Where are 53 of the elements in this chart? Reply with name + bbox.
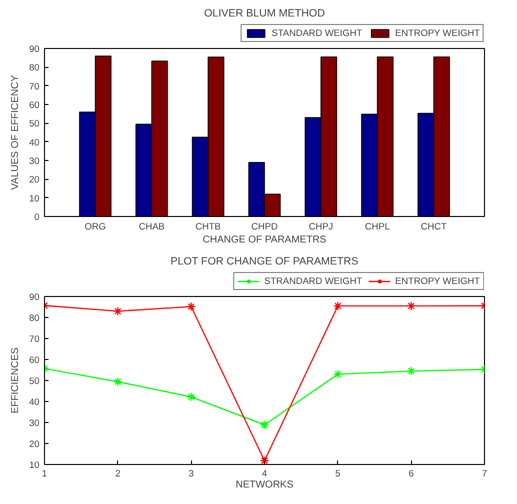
point	[260, 420, 270, 430]
x-tick-label: 4	[262, 468, 268, 478]
point	[406, 366, 416, 376]
chart-title: OLIVER BLUM METHOD	[204, 8, 326, 20]
chart-title: PLOT FOR CHANGE OF PARAMETRS	[170, 256, 358, 268]
x-tick-label: 3	[188, 468, 194, 478]
y-tick-label: 30	[29, 156, 40, 166]
x-tick-label: 6	[408, 468, 414, 478]
y-tick-label: 80	[29, 313, 40, 323]
y-tick-label: 90	[29, 44, 40, 54]
point	[113, 306, 122, 316]
y-axis-title: VALUES OF EFFICENCY	[10, 74, 22, 190]
legend-label: STANDARD WEIGHT	[272, 28, 362, 38]
x-tick-label: CHPD	[251, 222, 278, 232]
point	[113, 377, 122, 386]
y-tick-label: 70	[29, 334, 40, 344]
x-tick-label: CHPJ	[308, 222, 334, 232]
y-tick-label: 80	[29, 62, 40, 73]
y-tick-label: 0	[34, 212, 40, 222]
x-tick-label: 2	[115, 468, 120, 478]
x-axis-title: CHANGE OF PARAMETRS	[202, 234, 327, 246]
legend-label: ENTROPY WEIGHT	[395, 276, 480, 286]
x-tick-label: 5	[335, 468, 340, 478]
y-tick-label: 20	[29, 174, 40, 185]
y-tick-label: 20	[29, 439, 40, 449]
y-tick-label: 40	[29, 137, 40, 148]
y-tick-label: 10	[29, 460, 40, 470]
y-tick-label: 30	[29, 418, 40, 428]
point	[333, 370, 342, 379]
x-tick-label: CHAB	[138, 222, 165, 232]
legend-label: ENTROPY WEIGHT	[395, 28, 480, 38]
x-tick-label: ORG	[84, 222, 106, 232]
y-tick-label: 50	[29, 118, 40, 129]
y-tick-label: 60	[29, 100, 40, 110]
y-tick-label: 90	[29, 292, 40, 302]
x-tick-label: 7	[482, 468, 488, 478]
x-tick-label: 1	[42, 468, 48, 478]
y-axis-title: EFFICIENCES	[10, 347, 22, 414]
y-tick-label: 60	[29, 355, 40, 365]
y-tick-label: 70	[29, 81, 40, 92]
point	[186, 392, 196, 402]
y-tick-label: 50	[29, 376, 40, 386]
y-tick-label: 10	[29, 193, 40, 204]
x-axis-title: NETWORKS	[236, 480, 294, 490]
point	[333, 301, 342, 311]
x-tick-label: CHPL	[364, 222, 390, 232]
y-tick-label: 40	[29, 397, 40, 407]
x-tick-label: CHTB	[195, 222, 221, 232]
point	[406, 301, 416, 311]
point	[260, 456, 270, 464]
point	[186, 302, 196, 312]
x-tick-label: CHCT	[420, 222, 447, 232]
legend-label: STRANDARD WEIGHT	[264, 276, 362, 286]
